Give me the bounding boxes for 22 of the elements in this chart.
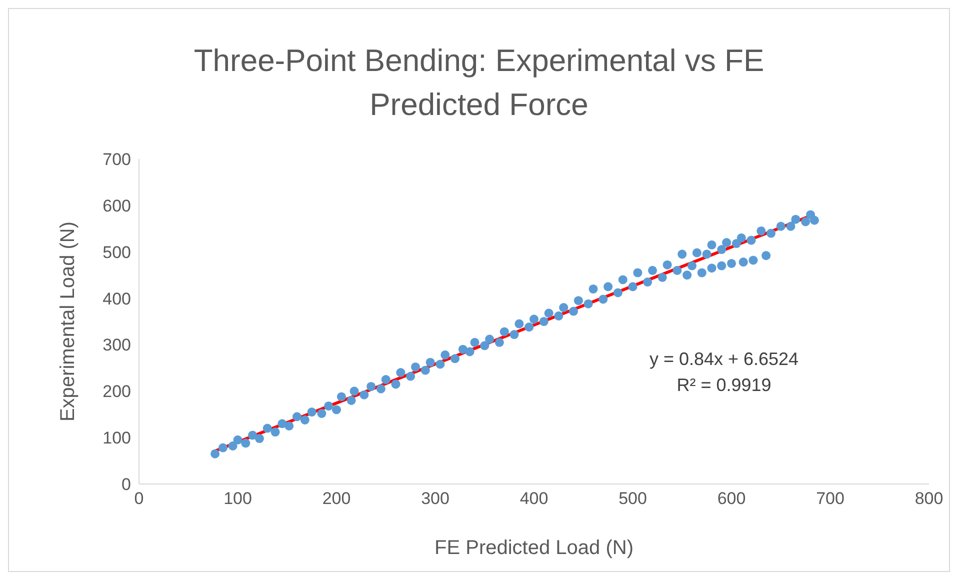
y-tick-label: 300: [102, 336, 131, 355]
annotation: R² = 0.9919: [676, 375, 772, 396]
y-tick-label: 600: [102, 196, 131, 216]
x-tick-label: 800: [914, 489, 944, 508]
y-tick-label: 700: [102, 150, 131, 170]
y-tick-label: 500: [102, 242, 131, 262]
y-tick-label: 200: [102, 382, 131, 402]
x-tick-label: 600: [717, 489, 746, 508]
y-tick-label: 100: [102, 428, 131, 448]
x-tick-label: 200: [322, 489, 351, 508]
x-tick-label: 300: [421, 489, 450, 508]
chart-title: Three-Point Bending: Experimental vs FE Predicted Force: [192, 42, 766, 124]
x-tick-label: 100: [224, 489, 252, 508]
x-tick-label: 700: [816, 489, 844, 508]
x-tick-label: 400: [520, 489, 548, 508]
y-axis-title: Experimental Load (N): [57, 221, 80, 422]
y-tick-label: 400: [102, 289, 131, 308]
x-tick-label: 0: [134, 489, 144, 508]
y-tick-label: 0: [122, 475, 131, 494]
x-axis-title: FE Predicted Load (N): [434, 537, 634, 559]
annotation: y = 0.84x + 6.6524: [648, 349, 800, 370]
x-tick-label: 500: [618, 489, 647, 508]
